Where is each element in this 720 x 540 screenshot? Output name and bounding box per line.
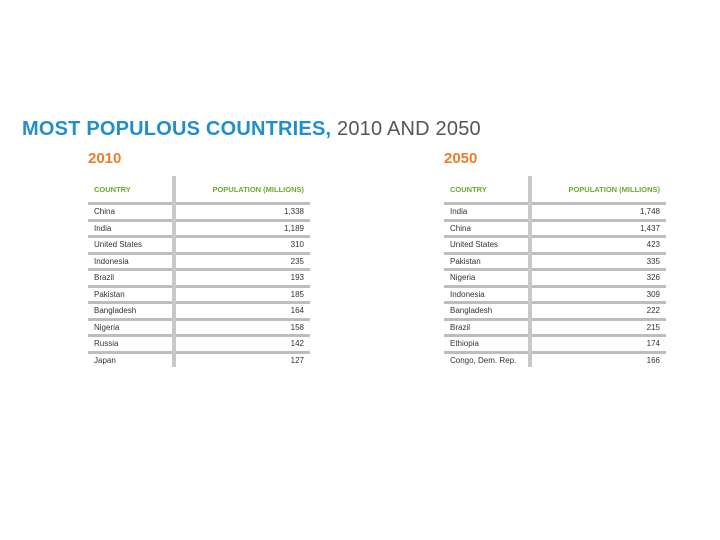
country-cell: Bangladesh [88,302,172,321]
column-divider [528,253,532,270]
chart-title-bold: MOST POPULOUS COUNTRIES, [22,118,332,140]
table-row: United States 423 [444,236,666,255]
column-divider [172,319,176,336]
column-divider [172,176,176,204]
table-row: Indonesia 309 [444,286,666,304]
chart-title-years: 2010 AND 2050 [331,118,481,140]
column-divider [172,253,176,270]
population-cell: 1,338 [176,203,310,222]
country-cell: Nigeria [444,269,528,288]
country-cell: Pakistan [444,253,528,271]
column-header-population: POPULATION (MILLIONS) [532,176,666,205]
population-cell: 164 [176,302,310,321]
table-row: Japan 127 [88,352,310,367]
population-table: COUNTRY POPULATION (MILLIONS) China 1,338… [88,176,310,367]
country-cell: India [444,203,528,222]
column-divider [528,236,532,253]
population-cell: 166 [646,355,660,365]
population-cell: 215 [532,319,666,337]
table-row: Brazil 193 [88,269,310,288]
column-divider [172,203,176,220]
population-cell: 326 [532,269,666,288]
column-divider [528,220,532,237]
column-header-country: COUNTRY [444,176,528,205]
population-cell: 1,189 [176,220,310,238]
table-row: Congo, Dem. Rep. 166 [444,352,666,367]
table-row: Pakistan 185 [88,286,310,304]
country-cell: Pakistan [88,286,172,304]
population-cell: 310 [176,236,310,255]
table-row: Indonesia 235 [88,253,310,271]
population-cell: 193 [176,269,310,288]
year-label: 2050 [444,150,478,167]
column-divider [528,335,532,352]
table-row: Russia 142 [88,335,310,354]
column-divider [528,352,532,367]
table-row: China 1,437 [444,220,666,238]
year-label: 2010 [88,150,122,167]
population-cell: 174 [532,335,666,354]
column-divider [172,269,176,286]
country-cell: United States [444,236,528,255]
table-row: Bangladesh 164 [88,302,310,321]
population-cell: 309 [532,286,666,304]
table-row: China 1,338 [88,203,310,222]
country-cell: Indonesia [444,286,528,304]
column-divider [172,286,176,303]
population-cell: 158 [176,319,310,337]
table-panel-2050: 2050 COUNTRY POPULATION (MILLIONS) India… [444,150,668,367]
country-cell: Nigeria [88,319,172,337]
country-cell: Congo, Dem. Rep. [450,355,517,365]
column-divider [172,220,176,237]
population-cell: 185 [176,286,310,304]
table-panel-2010: 2010 COUNTRY POPULATION (MILLIONS) China… [88,150,312,367]
table-row: Nigeria 326 [444,269,666,288]
table-row: Bangladesh 222 [444,302,666,321]
population-cell: 235 [176,253,310,271]
population-cell: 423 [532,236,666,255]
table-row: Nigeria 158 [88,319,310,337]
population-cell: 1,437 [532,220,666,238]
country-cell: China [88,203,172,222]
column-divider [172,302,176,319]
country-cell: Indonesia [88,253,172,271]
country-cell: Japan [94,355,116,365]
column-divider [528,286,532,303]
column-divider [172,236,176,253]
population-cell: 222 [532,302,666,321]
column-divider [172,335,176,352]
table-row: India 1,189 [88,220,310,238]
table-header-row: COUNTRY POPULATION (MILLIONS) [444,176,666,205]
column-divider [528,302,532,319]
table-row: Pakistan 335 [444,253,666,271]
table-row: India 1,748 [444,203,666,222]
population-cell: 1,748 [532,203,666,222]
population-table: COUNTRY POPULATION (MILLIONS) India 1,748… [444,176,666,367]
table-row: Brazil 215 [444,319,666,337]
country-cell: United States [88,236,172,255]
table-row: Ethiopia 174 [444,335,666,354]
column-divider [528,203,532,220]
country-cell: Ethiopia [444,335,528,354]
column-header-population: POPULATION (MILLIONS) [176,176,310,205]
country-cell: China [444,220,528,238]
chart-title: MOST POPULOUS COUNTRIES, 2010 AND 2050 [22,118,481,141]
table-header-row: COUNTRY POPULATION (MILLIONS) [88,176,310,205]
table-row: United States 310 [88,236,310,255]
country-cell: India [88,220,172,238]
country-cell: Russia [88,335,172,354]
population-cell: 335 [532,253,666,271]
column-divider [528,269,532,286]
country-cell: Bangladesh [444,302,528,321]
column-divider [528,319,532,336]
population-cell: 142 [176,335,310,354]
column-header-country: COUNTRY [88,176,172,205]
column-divider [528,176,532,204]
country-cell: Brazil [88,269,172,288]
column-divider [172,352,176,367]
population-cell: 127 [290,355,304,365]
country-cell: Brazil [444,319,528,337]
